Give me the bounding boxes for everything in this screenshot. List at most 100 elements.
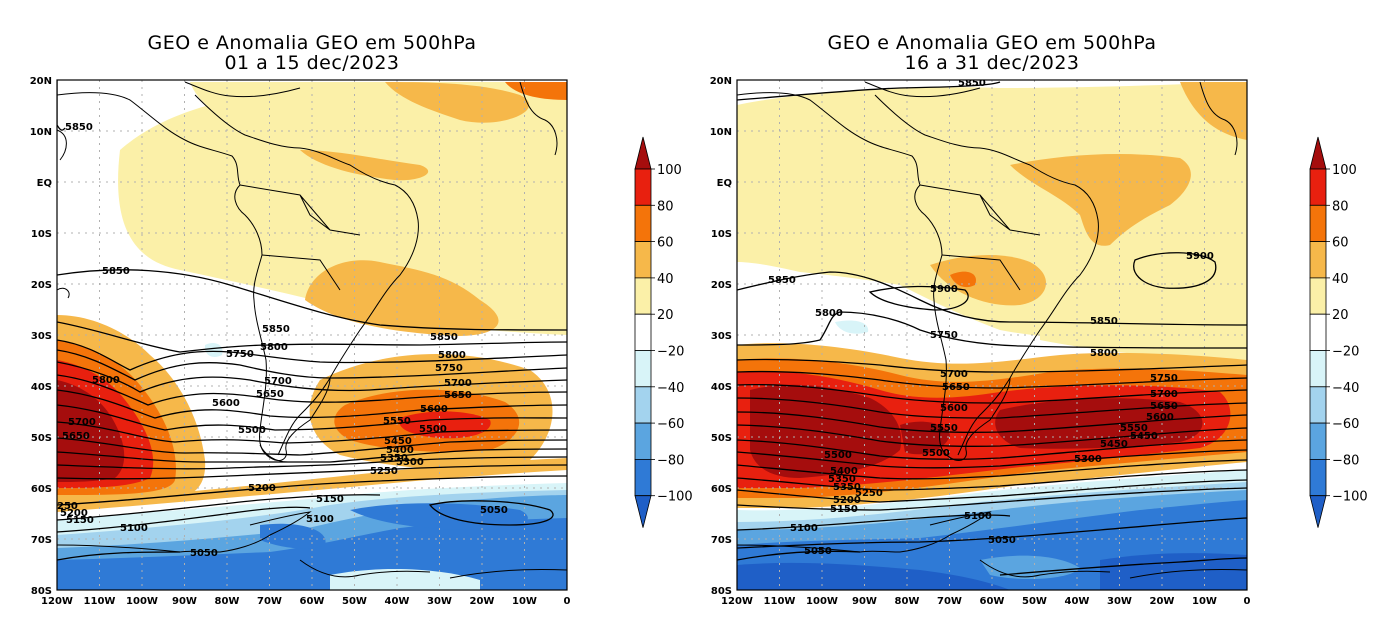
panel2-gridlines xyxy=(737,80,1247,590)
colorbar-bottom-arrow xyxy=(1309,495,1327,528)
lon-tick-label: 10W xyxy=(1192,596,1217,607)
contour-label: 5050 xyxy=(804,546,832,557)
colorbar-label: −60 xyxy=(1332,417,1359,432)
colorbar-segment xyxy=(1309,204,1327,243)
lat-tick-label: EQ xyxy=(717,178,732,189)
lat-tick-label: 20S xyxy=(31,280,52,291)
lat-tick-label: 50S xyxy=(31,433,52,444)
colorbar-label: 60 xyxy=(657,236,674,251)
contour-label: 5050 xyxy=(480,505,508,516)
lat-tick-label: 40S xyxy=(31,382,52,393)
lon-tick-label: 110W xyxy=(764,596,796,607)
lon-tick-label: 120W xyxy=(41,596,73,607)
panel1-title: GEO e Anomalia GEO em 500hPa 01 a 15 dec… xyxy=(57,33,567,73)
panel1-map: 5850 5850 5850 5850 5800 5800 5800 5750 … xyxy=(30,76,571,607)
colorbar-segment xyxy=(634,241,652,279)
colorbar-segment xyxy=(1309,277,1327,315)
contour-label: 5850 xyxy=(102,266,130,277)
lat-tick-label: 80S xyxy=(711,586,732,597)
contour-label: 5600 xyxy=(940,403,968,414)
colorbar-label: −80 xyxy=(1332,453,1359,468)
lat-tick-label: 10S xyxy=(711,229,732,240)
colorbar-label: 40 xyxy=(1332,272,1349,287)
lon-tick-label: 80W xyxy=(895,596,920,607)
colorbar-top-arrow xyxy=(1309,136,1327,170)
lat-tick-label: 20N xyxy=(30,76,52,87)
contour-label: 5300 xyxy=(1074,454,1102,465)
contour-label: 5500 xyxy=(922,448,950,459)
contour-label: 5350 xyxy=(380,453,408,464)
contour-label: 5850 xyxy=(65,122,93,133)
colorbar-label: −40 xyxy=(657,381,684,396)
contour-label: 5700 xyxy=(444,378,472,389)
colorbar-segment xyxy=(1309,422,1327,460)
panel2-lat-labels: 20N 10N EQ 10S 20S 30S 40S 50S 60S 70S 8… xyxy=(710,76,732,597)
colorbar-left: 100 80 60 40 20 −20 −40 −60 −80 −100 xyxy=(634,136,693,528)
panel2-title-line1: GEO e Anomalia GEO em 500hPa xyxy=(827,32,1157,54)
lon-tick-label: 20W xyxy=(470,596,495,607)
lat-tick-label: 70S xyxy=(31,535,52,546)
colorbar-label: −80 xyxy=(657,453,684,468)
contour-label: 5700 xyxy=(940,369,968,380)
lon-tick-label: 10W xyxy=(512,596,537,607)
contour-label: 5700 xyxy=(68,417,96,428)
contour-label: 5500 xyxy=(419,424,447,435)
lon-tick-label: 20W xyxy=(1150,596,1175,607)
contour-label: 5750 xyxy=(930,330,958,341)
lon-tick-label: 90W xyxy=(852,596,877,607)
contour-label: 5850 xyxy=(958,78,986,89)
panel1-title-line1: GEO e Anomalia GEO em 500hPa xyxy=(147,32,477,54)
lat-tick-label: 20N xyxy=(710,76,732,87)
contour-label: 5200 xyxy=(248,483,276,494)
panel1-shading: 5850 5850 5850 5850 5800 5800 5800 5750 … xyxy=(57,80,567,590)
panel1-lat-labels: 20N 10N EQ 10S 20S 30S 40S 50S 60S 70S 8… xyxy=(30,76,52,597)
contour-label: 5800 xyxy=(92,375,120,386)
panel2-title: GEO e Anomalia GEO em 500hPa 16 a 31 dec… xyxy=(737,33,1247,73)
contour-label: 5100 xyxy=(964,511,992,522)
contour-label: 5450 xyxy=(1100,439,1128,450)
lat-tick-label: 30S xyxy=(31,331,52,342)
panel2-contours xyxy=(737,81,1247,576)
contour-label: 5650 xyxy=(256,389,284,400)
panel2-frame xyxy=(736,79,1248,591)
contour-label: 5650 xyxy=(444,390,472,401)
lon-tick-label: 100W xyxy=(806,596,838,607)
contour-label: 5150 xyxy=(316,494,344,505)
lat-tick-label: 20S xyxy=(711,280,732,291)
contour-label: 5250 xyxy=(855,488,883,499)
colorbar-label: 20 xyxy=(657,308,674,323)
colorbar-segment xyxy=(634,313,652,351)
contour-label: 5050 xyxy=(988,535,1016,546)
contour-label: 5600 xyxy=(1146,412,1174,423)
contour-label: 5450 xyxy=(384,436,412,447)
contour-label: 5650 xyxy=(1150,401,1178,412)
panel1-gridlines xyxy=(57,80,567,590)
lon-tick-label: 50W xyxy=(1022,596,1047,607)
lon-tick-label: 120W xyxy=(721,596,753,607)
contour-label: 5650 xyxy=(62,431,90,442)
lat-tick-label: 60S xyxy=(711,484,732,495)
panel1-lon-labels: 120W 110W 100W 90W 80W 70W 60W 50W 40W 3… xyxy=(41,596,570,607)
colorbar-segment xyxy=(634,458,652,497)
contour-label: 5800 xyxy=(1090,348,1118,359)
colorbar-label: 20 xyxy=(1332,308,1349,323)
colorbar-segment xyxy=(634,422,652,460)
lon-tick-label: 90W xyxy=(172,596,197,607)
contour-label: 5350 xyxy=(828,474,856,485)
lat-tick-label: 10S xyxy=(31,229,52,240)
lon-tick-label: 0 xyxy=(1244,596,1251,607)
lat-tick-label: 70S xyxy=(711,535,732,546)
colorbar-segment xyxy=(634,204,652,243)
lat-tick-label: 10N xyxy=(30,127,52,138)
contour-label: 5500 xyxy=(238,425,266,436)
contour-label: 5750 xyxy=(435,363,463,374)
contour-label: 5750 xyxy=(226,349,254,360)
panel2-lon-labels: 120W 110W 100W 90W 80W 70W 60W 50W 40W 3… xyxy=(721,596,1250,607)
colorbar-label: 80 xyxy=(1332,199,1349,214)
contour-label: 5850 xyxy=(430,332,458,343)
colorbar-label: −20 xyxy=(657,345,684,360)
contour-label: 5450 xyxy=(1130,431,1158,442)
contour-label: 5900 xyxy=(1186,251,1214,262)
colorbar-label: 60 xyxy=(1332,236,1349,251)
lon-tick-label: 50W xyxy=(342,596,367,607)
